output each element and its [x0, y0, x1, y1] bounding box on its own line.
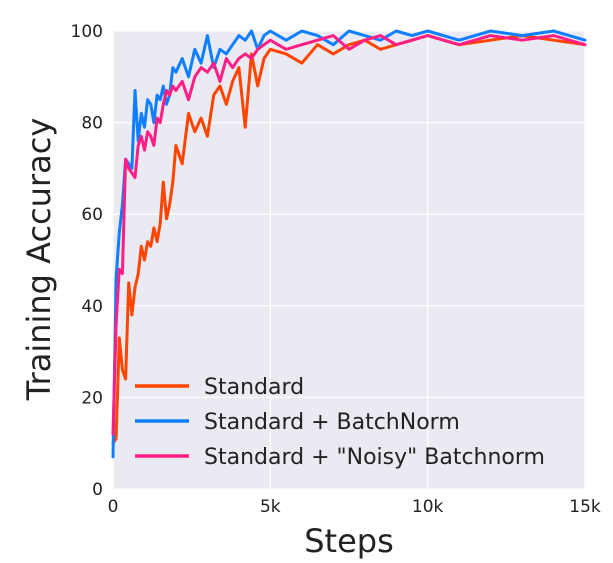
y-tick-label: 0	[92, 480, 103, 500]
legend: Standard Standard + BatchNorm Standard + "…	[135, 375, 545, 470]
x-axis-title: Steps	[304, 522, 394, 560]
series-line-2	[111, 34, 587, 436]
x-tick-label: 10k	[412, 497, 444, 517]
legend-label-2: Standard + "Noisy" Batchnorm	[204, 445, 545, 470]
y-axis-title: Training Accuracy	[20, 118, 58, 402]
legend-label-1: Standard + BatchNorm	[204, 410, 460, 435]
plot-background	[113, 31, 585, 489]
y-tick-label: 20	[81, 388, 103, 408]
series-line-0	[111, 34, 587, 445]
x-tick-label: 5k	[260, 497, 281, 517]
y-tick-label: 60	[81, 205, 103, 225]
tick-labels: 0 5k 10k 15k 0 20 40 60 80 100	[71, 22, 601, 517]
series-layer	[111, 29, 587, 459]
x-tick-label: 15k	[569, 497, 601, 517]
x-tick-label: 0	[108, 497, 119, 517]
y-tick-label: 80	[81, 114, 103, 134]
y-tick-label: 40	[81, 297, 103, 317]
legend-label-0: Standard	[204, 375, 304, 400]
y-tick-label: 100	[71, 22, 103, 42]
